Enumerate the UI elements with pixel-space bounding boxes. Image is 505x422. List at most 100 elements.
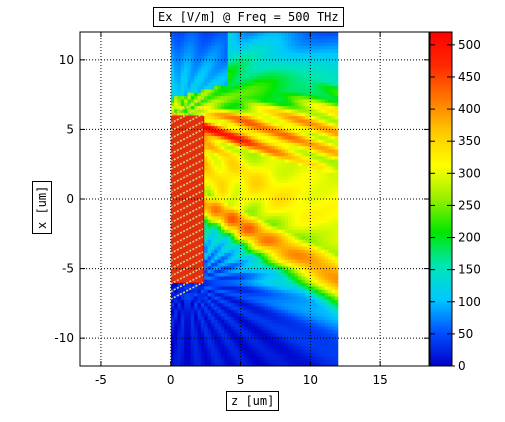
field-cell [277,339,282,344]
field-cell [274,352,279,357]
field-cell [244,232,249,237]
field-cell [298,58,303,63]
field-cell [231,135,235,140]
field-cell [227,152,232,157]
field-cell [321,95,326,100]
field-cell [318,118,323,123]
field-cell [217,192,222,197]
field-cell [311,122,316,127]
field-cell [324,312,329,317]
field-cell [288,255,292,260]
field-cell [288,108,292,113]
field-cell [207,95,212,100]
field-cell [197,322,202,327]
field-cell [207,178,212,183]
field-cell [311,269,316,274]
field-cell [298,112,303,117]
field-cell [331,225,336,230]
field-cell [334,262,339,267]
field-cell [217,322,222,327]
field-cell [281,38,286,43]
field-cell [267,178,272,183]
field-cell [324,329,329,334]
field-cell [324,195,329,200]
field-cell [174,62,179,66]
field-cell [244,305,249,310]
field-cell [207,279,212,284]
field-cell [244,172,249,177]
field-cell [224,299,229,304]
field-cell [274,239,279,244]
field-cell [261,108,266,113]
field-cell [251,312,256,317]
field-cell [204,52,209,56]
field-cell [194,98,199,103]
field-cell [277,165,282,170]
field-cell [227,319,232,324]
field-cell [254,55,259,60]
field-cell [334,65,339,70]
field-cell [251,305,256,310]
field-cell [267,165,272,170]
field-cell [207,145,212,150]
field-cell [237,128,242,133]
field-cell [214,152,219,157]
field-cell [254,155,259,160]
field-cell [214,142,219,147]
field-cell [311,289,316,294]
field-cell [170,329,175,334]
field-cell [214,232,219,237]
field-cell [318,42,323,46]
field-cell [277,58,282,63]
field-cell [274,349,279,354]
field-cell [331,309,336,314]
field-cell [304,152,309,157]
field-cell [194,282,199,287]
field-cell [281,32,286,36]
field-cell [234,85,239,90]
field-cell [237,192,242,197]
field-cell [197,108,202,113]
field-cell [284,38,289,43]
field-cell [277,232,282,237]
field-cell [184,62,189,66]
field-cell [321,249,326,254]
field-cell [251,38,256,43]
field-cell [318,279,323,284]
field-cell [264,215,269,220]
field-cell [311,222,316,227]
field-cell [291,299,296,304]
field-cell [318,305,323,310]
field-cell [237,352,242,357]
field-cell [247,245,252,250]
field-cell [227,178,232,183]
field-cell [321,158,326,163]
field-cell [264,315,269,320]
field-cell [318,195,323,200]
field-cell [271,132,276,137]
field-cell [251,345,256,350]
field-cell [281,112,286,117]
field-cell [311,152,316,157]
field-cell [200,85,205,90]
field-cell [217,319,222,324]
field-cell [234,319,239,324]
field-cell [264,182,269,187]
field-cell [298,185,303,190]
field-cell [261,175,266,180]
field-cell [214,265,219,270]
field-cell [267,132,272,137]
field-cell [271,72,276,77]
field-cell [237,58,242,63]
field-cell [207,252,212,257]
field-cell [237,342,242,347]
field-cell [227,105,232,110]
field-cell [294,329,299,334]
field-cell [234,62,239,66]
field-cell [214,302,219,307]
field-cell [274,285,279,290]
field-cell [244,225,249,230]
field-cell [234,118,239,123]
field-cell [261,222,266,227]
field-cell [281,78,286,83]
